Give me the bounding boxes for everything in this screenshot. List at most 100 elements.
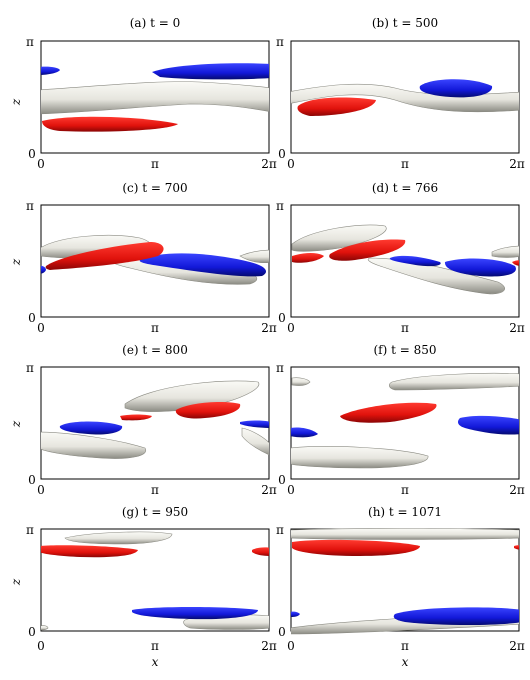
x-tick-2pi: 2π (261, 639, 277, 653)
blue-vortex (152, 63, 269, 80)
z-tick-0: 0 (28, 311, 36, 325)
x-tick-0: 0 (37, 157, 45, 171)
x-tick-pi: π (401, 639, 409, 653)
z-axis-label: z (9, 420, 23, 428)
z-tick-pi: π (276, 199, 284, 213)
blue-vortex (444, 258, 516, 277)
z-axis-label: z (9, 98, 23, 106)
red-vortex (329, 239, 406, 261)
x-tick-0: 0 (287, 321, 295, 335)
white-streak (291, 377, 311, 386)
blue-vortex (59, 421, 123, 435)
red-vortex (297, 97, 376, 116)
blue-vortex (291, 611, 300, 617)
panel-title-h: (h) t = 1071 (368, 505, 442, 519)
blue-vortex (139, 253, 266, 277)
panel-title-f: (f) t = 850 (373, 343, 436, 357)
panel-f: (f) t = 850 π 0 0 π 2π (276, 343, 525, 497)
panel-title-g: (g) t = 950 (122, 505, 188, 519)
blue-vortex (389, 255, 441, 267)
z-tick-pi: π (26, 35, 34, 49)
z-tick-0: 0 (278, 147, 286, 161)
x-axis-label: x (152, 655, 159, 669)
panel-title-b: (b) t = 500 (372, 16, 438, 30)
white-streak (41, 431, 147, 459)
red-vortex (42, 116, 178, 132)
blue-vortex (291, 427, 318, 438)
isosurfaces-c (41, 234, 269, 285)
z-tick-pi: π (276, 361, 284, 375)
z-tick-pi: π (26, 523, 34, 537)
panel-title-d: (d) t = 766 (372, 181, 438, 195)
panel-g: (g) t = 950 π 0 z 0 π 2π x (9, 505, 277, 669)
x-tick-pi: π (401, 483, 409, 497)
white-streak (291, 528, 519, 540)
x-axis-label: x (402, 655, 409, 669)
z-tick-pi: π (26, 361, 34, 375)
x-tick-2pi: 2π (261, 483, 277, 497)
x-tick-pi: π (151, 639, 159, 653)
x-tick-2pi: 2π (261, 321, 277, 335)
white-streak (291, 224, 387, 252)
z-tick-pi: π (276, 523, 284, 537)
x-tick-pi: π (401, 157, 409, 171)
panel-d: (d) t = 766 π 0 0 π 2π (276, 181, 525, 335)
panel-title-c: (c) t = 700 (122, 181, 187, 195)
blue-vortex (419, 79, 493, 98)
x-tick-0: 0 (287, 157, 295, 171)
z-tick-0: 0 (278, 625, 286, 639)
x-tick-0: 0 (37, 321, 45, 335)
white-streak (239, 249, 269, 264)
isosurfaces-g (41, 531, 269, 631)
blue-vortex (41, 265, 46, 274)
z-tick-0: 0 (278, 473, 286, 487)
red-vortex (41, 545, 138, 558)
panel-title-a: (a) t = 0 (130, 16, 180, 30)
isosurfaces-a (41, 63, 269, 132)
isosurfaces-d (291, 224, 519, 295)
x-tick-2pi: 2π (509, 321, 525, 335)
white-streak (41, 625, 49, 631)
isosurfaces-e (41, 380, 269, 459)
isosurfaces-b (291, 79, 519, 116)
x-tick-pi: π (151, 157, 159, 171)
x-tick-2pi: 2π (509, 483, 525, 497)
red-vortex (292, 539, 420, 556)
z-tick-0: 0 (28, 147, 36, 161)
z-axis-label: z (9, 258, 23, 266)
white-streak-tube (41, 81, 269, 115)
red-vortex (340, 402, 437, 423)
x-tick-2pi: 2π (261, 157, 277, 171)
white-streak (291, 446, 429, 469)
z-tick-pi: π (276, 35, 284, 49)
red-vortex (45, 242, 164, 270)
z-axis-label: z (9, 578, 23, 586)
red-vortex (292, 253, 324, 263)
x-tick-0: 0 (37, 639, 45, 653)
panel-h: (h) t = 1071 π 0 0 π 2π x (276, 505, 525, 669)
blue-vortex (132, 607, 258, 620)
red-vortex (120, 414, 152, 421)
panel-a: (a) t = 0 π 0 z 0 π 2π (9, 16, 277, 171)
blue-vortex (41, 66, 60, 75)
panel-e: (e) t = 800 π 0 z 0 π 2π (9, 343, 277, 497)
x-tick-0: 0 (37, 483, 45, 497)
blue-vortex (393, 607, 519, 625)
x-tick-0: 0 (287, 639, 295, 653)
z-tick-0: 0 (278, 311, 286, 325)
white-streak (241, 427, 269, 456)
z-tick-pi: π (26, 199, 34, 213)
white-streak (367, 257, 505, 295)
isosurfaces-h (291, 528, 519, 635)
z-tick-0: 0 (28, 625, 36, 639)
red-vortex (512, 260, 519, 266)
panel-c: (c) t = 700 π 0 z 0 π 2π (9, 181, 277, 335)
x-tick-2pi: 2π (509, 157, 525, 171)
blue-vortex (240, 420, 269, 428)
x-tick-2pi: 2π (509, 639, 525, 653)
white-streak (389, 372, 519, 391)
red-vortex (252, 547, 269, 556)
white-streak-tube (291, 83, 519, 113)
white-streak (124, 380, 260, 412)
